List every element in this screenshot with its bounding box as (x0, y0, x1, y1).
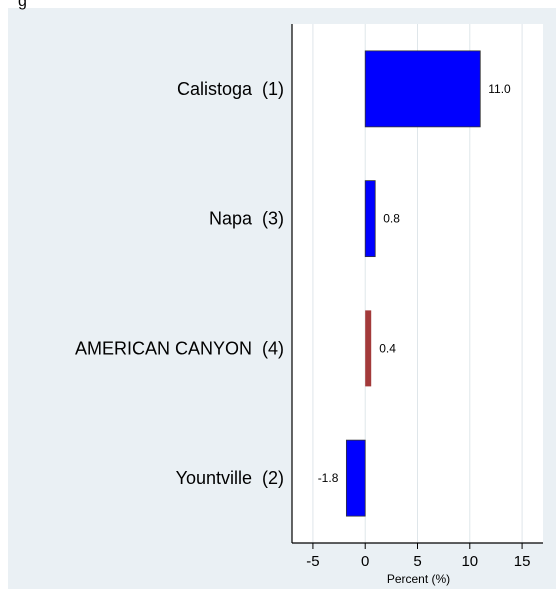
x-tick-label-4: 15 (514, 553, 531, 570)
data-label-1: 0.8 (383, 212, 400, 226)
category-label-1: Napa (3) (209, 209, 284, 229)
x-tick-label-1: 0 (361, 553, 369, 570)
chart-title-fragment: g (18, 0, 27, 10)
x-tick-label-0: -5 (306, 553, 319, 570)
x-tick-label-2: 5 (413, 553, 421, 570)
bar-1 (364, 180, 376, 258)
category-label-2: AMERICAN CANYON (4) (75, 338, 284, 358)
category-label-3: Yountville (2) (176, 468, 284, 488)
x-tick-label-3: 10 (461, 553, 478, 570)
data-label-2: 0.4 (379, 341, 396, 355)
bar-0 (364, 50, 481, 128)
x-axis-title: Percent (%) (387, 572, 450, 586)
data-label-3: -1.8 (318, 471, 339, 485)
bar-3 (345, 439, 366, 517)
data-label-0: 11.0 (488, 82, 511, 96)
bar-2 (365, 310, 372, 387)
category-label-0: Calistoga (1) (177, 79, 284, 99)
